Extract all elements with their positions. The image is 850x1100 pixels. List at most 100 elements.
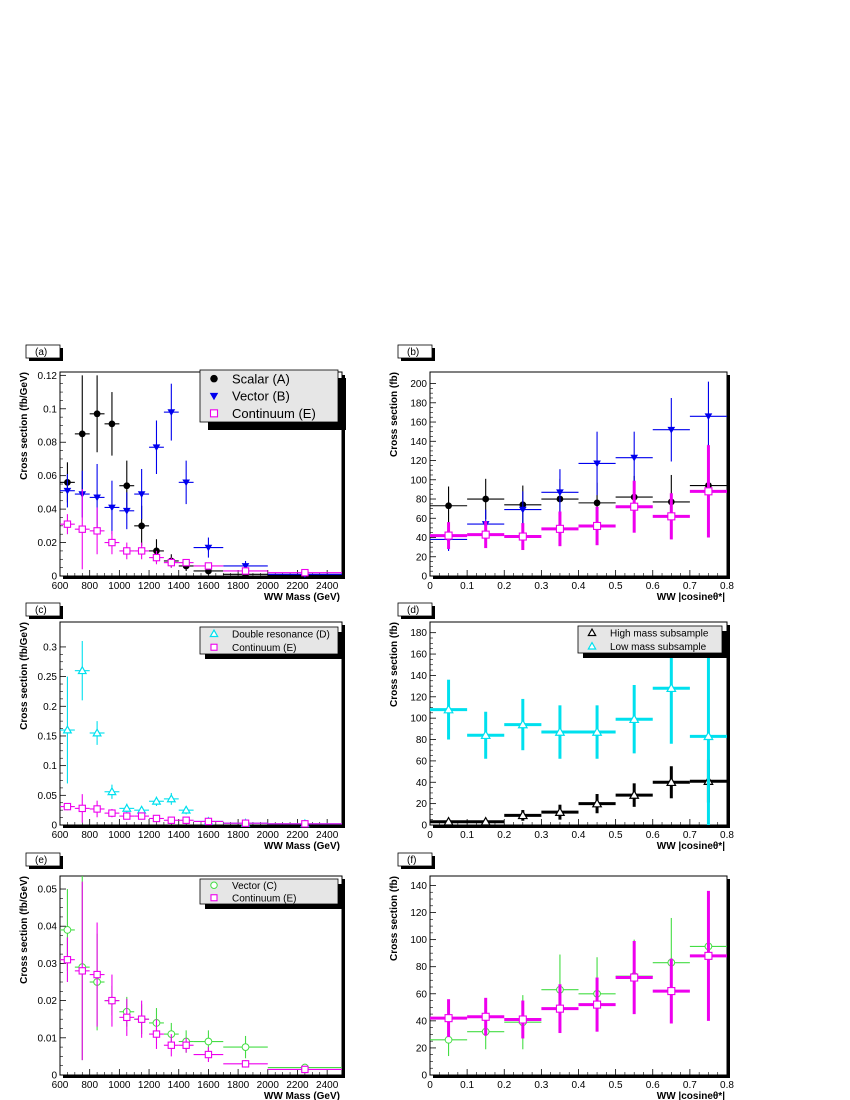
y-tick-label: 0.06 — [38, 471, 58, 482]
legend-label: Double resonance (D) — [232, 629, 330, 640]
x-tick-label: 2400 — [316, 1080, 339, 1091]
square-marker — [78, 525, 86, 533]
square-marker — [210, 894, 218, 902]
y-tick-label: 160 — [410, 418, 427, 429]
panel-label-box — [25, 852, 61, 867]
y-tick-label: 0.04 — [38, 505, 58, 516]
square-marker — [301, 820, 309, 828]
data-point — [163, 1034, 179, 1057]
x-tick-label: 1800 — [227, 830, 250, 841]
data-point — [163, 792, 179, 805]
data-point — [578, 794, 616, 814]
x-tick-label: 0.3 — [534, 830, 548, 841]
legend-label: Continuum (E) — [232, 643, 296, 654]
square-marker — [108, 996, 116, 1005]
x-tick-label: 2400 — [316, 581, 339, 592]
panel-label: (a) — [25, 344, 63, 361]
circle-marker — [78, 430, 86, 438]
y-tick-label: 140 — [410, 881, 427, 892]
y-axis-label: Cross section (fb) — [389, 622, 400, 707]
square-marker — [108, 809, 116, 817]
x-axis-label: WW Mass (GeV) — [264, 1091, 340, 1100]
chart-panel: (d) 0 0.1 0.2 0.3 0.4 0.5 0.6 0.7 0.8 0 20 40 60 80 100… — [389, 602, 734, 852]
y-tick-label: 120 — [410, 692, 427, 703]
y-tick-label: 140 — [410, 671, 427, 682]
data-point — [178, 460, 194, 505]
square-marker — [481, 530, 490, 539]
triangle-marker — [209, 628, 219, 638]
x-tick-label: 2200 — [286, 1080, 309, 1091]
square-marker — [301, 568, 309, 577]
data-point — [615, 783, 653, 807]
data-point — [689, 647, 727, 825]
triangle-marker — [93, 494, 101, 502]
square-marker — [593, 1000, 602, 1009]
x-tick-label: 600 — [52, 830, 69, 841]
legend-entry: Continuum (E) — [210, 643, 296, 654]
x-tick-label: 0.8 — [720, 1080, 734, 1091]
triangle-marker — [181, 805, 192, 814]
square-marker — [167, 558, 176, 567]
circle-marker — [93, 410, 101, 418]
x-tick-label: 2200 — [286, 830, 309, 841]
data-point — [578, 705, 616, 759]
data-point — [578, 431, 616, 496]
data-point — [178, 1037, 194, 1053]
data-point — [104, 392, 120, 456]
square-marker — [137, 547, 146, 555]
x-tick-label: 600 — [52, 581, 69, 592]
y-tick-label: 0 — [421, 821, 427, 832]
y-tick-label: 0.05 — [38, 885, 58, 896]
circle-marker — [444, 1035, 453, 1044]
y-axis-label: Cross section (fb) — [389, 372, 400, 457]
x-tick-label: 1400 — [168, 830, 191, 841]
legend-box — [199, 369, 339, 423]
y-tick-label: 0.03 — [38, 959, 58, 970]
triangle-marker — [443, 816, 454, 826]
panel-label-box — [25, 602, 61, 617]
triangle-marker — [480, 729, 491, 740]
y-tick-label: 60 — [416, 756, 428, 767]
square-marker — [241, 819, 250, 827]
data-point — [430, 679, 468, 740]
square-marker — [555, 524, 564, 533]
data-series — [430, 445, 727, 551]
x-tick-label: 800 — [81, 830, 98, 841]
chart-panel: (a) 600 800 1000 1200 1400 1600 1800 2000 2200 240… — [19, 344, 346, 603]
x-tick-label: 1200 — [138, 581, 161, 592]
x-tick-label: 0.3 — [534, 581, 548, 592]
legend-entry: Vector (B) — [209, 389, 290, 404]
data-point — [430, 522, 468, 550]
triangle-marker — [108, 504, 116, 512]
data-point — [149, 550, 164, 565]
triangle-marker — [587, 627, 597, 637]
triangle-marker — [554, 806, 566, 816]
data-point — [119, 492, 135, 530]
plot-frame — [429, 875, 728, 1076]
y-tick-label: 0.08 — [38, 438, 58, 449]
plot-frame — [429, 371, 728, 577]
y-tick-label: 0.3 — [43, 642, 57, 653]
circle-marker — [210, 374, 218, 383]
x-tick-label: 800 — [81, 1080, 98, 1091]
x-axis-label: WW |cosineθ*| — [657, 592, 725, 603]
triangle-marker — [152, 444, 161, 452]
legend-entry: High mass subsample — [587, 627, 709, 639]
x-tick-label: 1800 — [227, 581, 250, 592]
triangle-marker — [137, 491, 146, 498]
data-point — [178, 816, 194, 824]
panel-label: (b) — [397, 344, 435, 361]
data-point — [504, 698, 542, 751]
data-point — [134, 812, 150, 820]
x-tick-label: 2200 — [286, 581, 309, 592]
legend-label: Low mass subsample — [610, 642, 707, 653]
triangle-marker — [92, 727, 102, 737]
square-marker — [152, 814, 161, 823]
y-tick-label: 120 — [410, 456, 427, 467]
y-tick-label: 0.02 — [38, 996, 58, 1007]
y-tick-label: 60 — [416, 989, 428, 1000]
data-point — [652, 766, 690, 799]
data-point — [89, 507, 105, 555]
triangle-marker — [166, 793, 177, 803]
data-point — [467, 711, 505, 759]
